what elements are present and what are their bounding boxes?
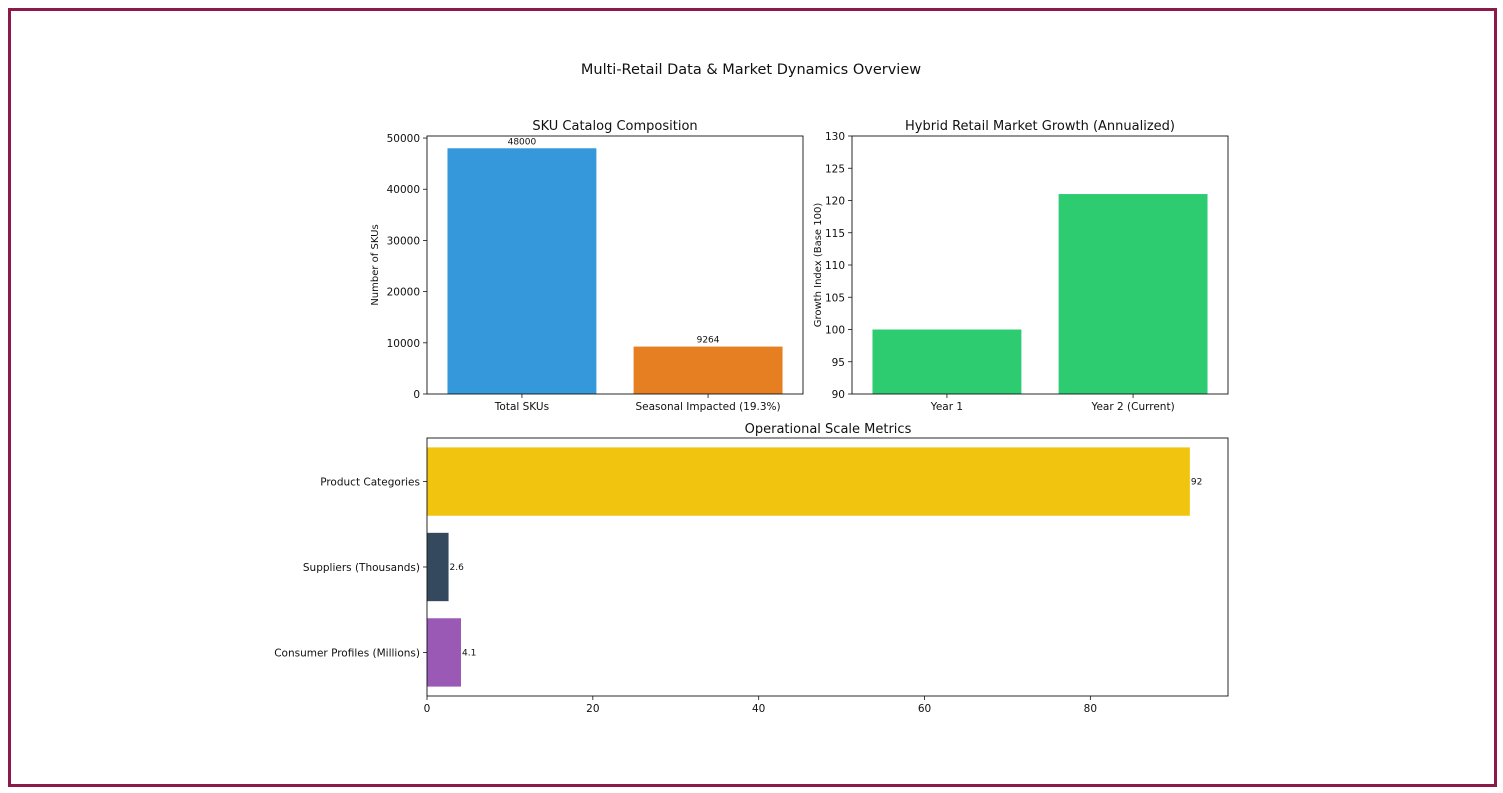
x-tick-label: 20 bbox=[586, 703, 599, 715]
bar bbox=[1058, 194, 1208, 394]
x-tick-label: 80 bbox=[1084, 703, 1097, 715]
bar bbox=[447, 148, 597, 394]
data-label: 9264 bbox=[697, 336, 720, 346]
plot-area: 48000 Total SKUs 9264 Seasonal Impacted (19… bbox=[387, 133, 804, 413]
plot-area: Year 1 Year 2 (Current) 90 95 100 105 110 115 12… bbox=[825, 131, 1229, 413]
axes-frame bbox=[426, 135, 804, 395]
x-tick-label: Year 2 (Current) bbox=[1090, 401, 1174, 413]
chart-operational-scale: Operational Scale Metrics 92 Product Cate… bbox=[274, 422, 1229, 715]
y-tick-label: 125 bbox=[825, 163, 845, 175]
data-label: 92 bbox=[1191, 478, 1202, 488]
x-tick-label: 40 bbox=[752, 703, 765, 715]
y-tick-label: 0 bbox=[413, 389, 420, 401]
bar bbox=[872, 329, 1022, 394]
chart-title: Hybrid Retail Market Growth (Annualized) bbox=[905, 119, 1175, 134]
y-tick-label: 100 bbox=[825, 325, 845, 337]
y-tick-label: 20000 bbox=[387, 287, 420, 299]
chart-title: Operational Scale Metrics bbox=[745, 422, 912, 437]
x-tick-label: Seasonal Impacted (19.3%) bbox=[636, 401, 781, 413]
y-tick-label: Product Categories bbox=[320, 477, 420, 489]
y-tick-label: 110 bbox=[825, 260, 845, 272]
figure-title: Multi-Retail Data & Market Dynamics Over… bbox=[581, 62, 921, 78]
y-axis-label: Growth Index (Base 100) bbox=[813, 203, 824, 328]
y-tick-label: 90 bbox=[832, 389, 845, 401]
bar bbox=[427, 618, 461, 687]
y-tick-label: 95 bbox=[832, 357, 845, 369]
y-tick-label: 30000 bbox=[387, 235, 420, 247]
chart-sku-composition: SKU Catalog Composition Number of SKUs 4… bbox=[370, 119, 804, 413]
data-label: 48000 bbox=[508, 137, 537, 147]
figure-frame bbox=[8, 8, 1497, 787]
chart-title: SKU Catalog Composition bbox=[532, 119, 697, 134]
x-tick-label: Year 1 bbox=[930, 401, 963, 413]
data-label: 2.6 bbox=[450, 563, 465, 573]
y-tick-label: 10000 bbox=[387, 338, 420, 350]
y-tick-label: 120 bbox=[825, 196, 845, 208]
y-tick-label: 40000 bbox=[387, 184, 420, 196]
chart-market-growth: Hybrid Retail Market Growth (Annualized)… bbox=[813, 119, 1229, 413]
y-axis-label: Number of SKUs bbox=[370, 224, 381, 305]
x-tick-label: 0 bbox=[424, 703, 431, 715]
y-tick-label: 105 bbox=[825, 292, 845, 304]
x-tick-label: 60 bbox=[918, 703, 931, 715]
y-tick-label: 130 bbox=[825, 131, 845, 143]
plot-area: 92 Product Categories 2.6 Suppliers (Thousa… bbox=[274, 437, 1229, 715]
y-tick-label: 115 bbox=[825, 228, 845, 240]
bar bbox=[427, 532, 449, 602]
bar bbox=[427, 447, 1190, 516]
x-tick-label: Total SKUs bbox=[494, 401, 549, 413]
y-tick-label: Suppliers (Thousands) bbox=[303, 562, 420, 574]
bar bbox=[633, 346, 783, 394]
axes-frame bbox=[851, 135, 1229, 395]
y-tick-label: 50000 bbox=[387, 133, 420, 145]
data-label: 4.1 bbox=[462, 648, 476, 658]
y-tick-label: Consumer Profiles (Millions) bbox=[274, 647, 420, 659]
axes-frame bbox=[426, 437, 1229, 697]
